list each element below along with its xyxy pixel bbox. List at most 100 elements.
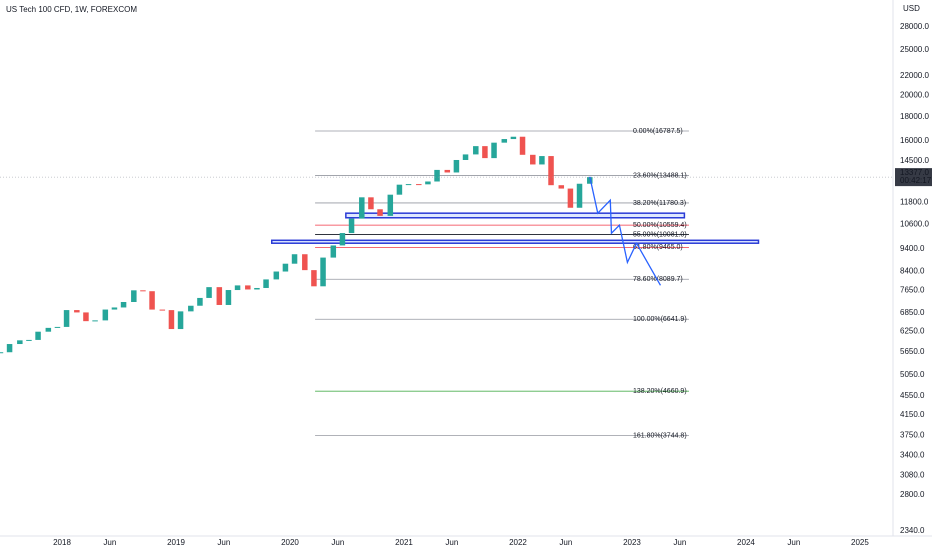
candle <box>558 185 565 189</box>
candle <box>159 309 166 311</box>
y-tick-label: 10600.0 <box>900 219 929 228</box>
candle <box>225 290 232 305</box>
candle <box>6 344 13 353</box>
x-tick-label: Jun <box>445 538 458 547</box>
x-tick-label: 2022 <box>509 538 527 547</box>
candle <box>291 254 298 264</box>
candle <box>453 159 460 173</box>
x-tick-label: Jun <box>559 538 572 547</box>
candle <box>339 233 346 246</box>
zone <box>345 212 686 219</box>
x-tick-label: 2023 <box>623 538 641 547</box>
y-tick-label: 7650.0 <box>900 286 925 295</box>
fib-label: 161.80%(3744.8) <box>633 432 687 439</box>
candle <box>320 257 326 287</box>
symbol-title: US Tech 100 CFD, 1W, FOREXCOM <box>6 5 137 14</box>
currency: USD <box>903 4 920 13</box>
candle <box>519 136 526 155</box>
x-tick-label: Jun <box>331 538 344 547</box>
candle <box>425 181 431 185</box>
candle <box>387 194 394 216</box>
y-tick-label: 4150.0 <box>900 410 925 419</box>
candle <box>416 184 422 186</box>
candle <box>377 209 383 216</box>
candle <box>74 310 80 313</box>
last-price-label: 13377.0 <box>900 168 929 177</box>
candle <box>473 146 479 155</box>
candle <box>405 184 412 186</box>
candle <box>396 184 403 195</box>
y-tick-label: 5650.0 <box>900 347 925 356</box>
y-tick-label: 2340.0 <box>900 526 925 535</box>
candle <box>548 156 554 186</box>
candle <box>168 310 175 330</box>
y-tick-label: 22000.0 <box>900 71 929 80</box>
candle <box>111 307 118 310</box>
candle <box>482 146 488 159</box>
candle <box>462 154 469 160</box>
candle <box>35 331 41 340</box>
x-tick-label: 2024 <box>737 538 755 547</box>
x-tick-label: 2025 <box>851 538 869 547</box>
x-tick-label: Jun <box>787 538 800 547</box>
y-tick-label: 6250.0 <box>900 327 925 336</box>
y-tick-label: 6850.0 <box>900 308 925 317</box>
y-tick-label: 3080.0 <box>900 470 925 479</box>
fib-label: 38.20%(11780.3) <box>633 200 686 207</box>
candle <box>273 271 280 280</box>
candle <box>311 270 317 287</box>
y-tick-label: 11800.0 <box>900 198 929 207</box>
candle <box>530 154 536 165</box>
fib-label: 61.80%(9465.0) <box>633 244 683 251</box>
last-price-box <box>895 168 932 187</box>
y-tick-label: 5050.0 <box>900 370 925 379</box>
x-tick-label: 2019 <box>167 538 185 547</box>
candle <box>216 287 223 305</box>
candle <box>131 290 137 303</box>
candle <box>197 297 203 306</box>
fib-label: 138.20%(4660.9) <box>633 388 687 395</box>
candle <box>83 312 89 322</box>
candle <box>149 291 155 310</box>
x-tick-label: Jun <box>673 538 686 547</box>
candle <box>348 218 355 234</box>
candle <box>17 340 23 345</box>
y-tick-label: 3750.0 <box>900 430 925 439</box>
x-tick-label: 2020 <box>281 538 299 547</box>
candle <box>254 287 260 290</box>
candle <box>45 327 52 332</box>
candle <box>234 285 241 291</box>
y-tick-label: 18000.0 <box>900 112 929 121</box>
candle <box>0 352 4 354</box>
candle <box>177 311 184 330</box>
fib-label: 23.60%(13488.1) <box>633 172 687 179</box>
fib-label: 50.00%(10559.4) <box>633 222 687 229</box>
candle <box>245 285 251 290</box>
x-tick-label: Jun <box>103 538 116 547</box>
candle <box>501 139 508 143</box>
x-tick-label: Jun <box>217 538 230 547</box>
y-tick-label: 8400.0 <box>900 267 925 276</box>
y-tick-label: 2800.0 <box>900 490 925 499</box>
countdown: 00:42:17 <box>900 176 932 185</box>
candle <box>539 156 545 165</box>
candle <box>444 169 451 173</box>
candle <box>63 310 70 327</box>
y-tick-label: 4550.0 <box>900 391 925 400</box>
x-tick-label: 2021 <box>395 538 413 547</box>
candle <box>434 169 440 182</box>
candle <box>359 197 365 219</box>
candle <box>188 305 194 312</box>
candle <box>576 183 583 208</box>
candle <box>587 177 593 184</box>
y-tick-label: 14500.0 <box>900 156 929 165</box>
candle <box>330 245 337 258</box>
fib-label: 0.00%(16787.5) <box>633 128 683 135</box>
candle <box>102 309 109 321</box>
candle <box>26 339 32 341</box>
fib-label: 100.00%(6641.9) <box>633 316 687 323</box>
y-tick-label: 3400.0 <box>900 450 925 459</box>
projection-line <box>589 176 662 286</box>
